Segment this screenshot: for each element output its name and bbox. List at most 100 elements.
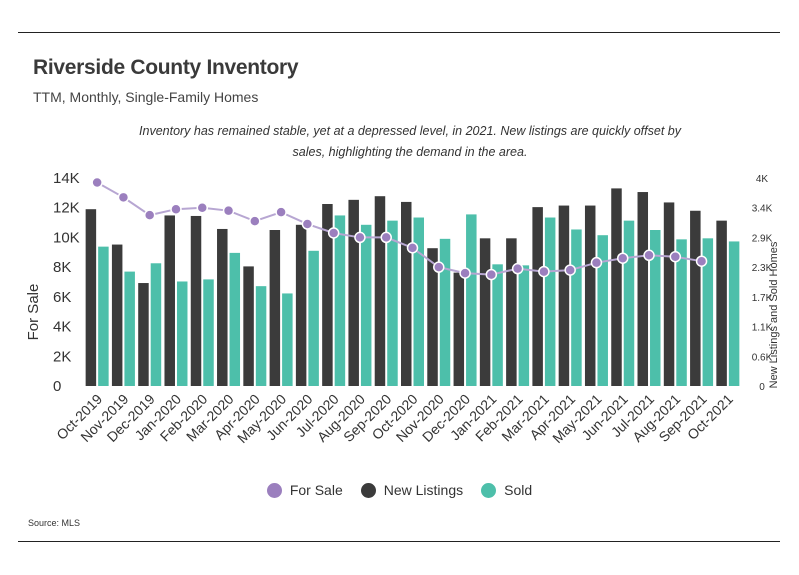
y-tick-label: 0 — [53, 378, 61, 395]
y2-tick-label: 2.3K — [752, 263, 773, 274]
point-for-sale — [222, 204, 235, 217]
bar-new-listings — [584, 205, 596, 386]
point-for-sale — [249, 215, 261, 227]
source-note: Source: MLS — [28, 518, 81, 528]
bar-new-listings — [506, 238, 517, 386]
y-tick-label: 2K — [53, 348, 71, 365]
legend-label-new-listings: New Listings — [383, 482, 464, 498]
point-for-sale — [485, 268, 498, 281]
y2-tick-label: 0 — [759, 382, 765, 393]
point-for-sale — [380, 231, 392, 244]
y-axis-title: For Sale — [25, 284, 42, 341]
point-for-sale — [669, 250, 682, 263]
legend-swatch-sold — [481, 482, 497, 498]
point-for-sale — [91, 176, 103, 189]
bar-new-listings — [217, 228, 228, 386]
legend-label-for-sale: For Sale — [289, 482, 343, 498]
bar-sold — [203, 279, 214, 386]
y-tick-label: 12K — [53, 200, 80, 217]
bar-new-listings — [322, 204, 333, 386]
bar-sold — [334, 215, 346, 386]
bar-sold — [360, 224, 372, 386]
bar-new-listings — [243, 266, 254, 386]
bar-new-listings — [348, 199, 359, 386]
bar-new-listings — [138, 283, 149, 386]
bar-sold — [544, 217, 556, 386]
bar-sold — [623, 220, 635, 386]
point-for-sale — [117, 191, 130, 204]
bar-new-listings — [85, 209, 97, 386]
chart-subtitle: TTM, Monthly, Single-Family Homes — [33, 89, 259, 105]
point-for-sale — [301, 218, 314, 230]
point-for-sale — [511, 262, 524, 275]
bar-sold — [308, 250, 319, 386]
bar-new-listings — [479, 238, 491, 386]
point-for-sale — [327, 227, 340, 239]
bar-new-listings — [401, 201, 412, 386]
bar-sold — [387, 220, 398, 386]
bar-sold — [150, 263, 162, 386]
point-for-sale — [590, 256, 603, 269]
point-for-sale — [143, 209, 156, 221]
y2-tick-label: 2.9K — [752, 233, 773, 244]
legend-item-sold: Sold — [481, 482, 532, 498]
bar-new-listings — [295, 224, 307, 386]
y2-tick-label: 4K — [756, 174, 769, 185]
y-tick-label: 8K — [53, 259, 71, 276]
bar-new-listings — [611, 188, 622, 386]
point-for-sale — [564, 264, 576, 276]
bar-new-listings — [269, 230, 281, 386]
legend: For Sale New Listings Sold — [0, 482, 799, 498]
point-for-sale — [196, 201, 209, 214]
y-tick-label: 14K — [53, 170, 80, 187]
bar-new-listings — [164, 215, 175, 386]
bar-new-listings — [716, 220, 727, 386]
bar-sold — [466, 214, 477, 386]
point-for-sale — [538, 265, 550, 278]
bar-sold — [413, 217, 424, 386]
y-tick-label: 6K — [53, 289, 71, 306]
point-for-sale — [616, 252, 629, 264]
point-for-sale — [354, 231, 366, 244]
y2-axis-title: New Listings and Sold Homes — [768, 241, 780, 388]
bar-sold — [597, 235, 608, 386]
bar-sold — [702, 238, 714, 386]
y-tick-label: 4K — [53, 319, 71, 336]
point-for-sale — [275, 206, 287, 218]
bottom-rule — [18, 541, 780, 542]
legend-swatch-for-sale — [266, 482, 282, 498]
bar-new-listings — [427, 248, 438, 386]
bar-new-listings — [374, 196, 386, 386]
point-for-sale — [695, 255, 708, 267]
point-for-sale — [433, 261, 445, 273]
bar-sold — [650, 230, 661, 386]
y-tick-label: 10K — [53, 229, 80, 246]
bar-new-listings — [663, 202, 675, 386]
point-for-sale — [406, 242, 419, 254]
bar-new-listings — [532, 207, 543, 386]
bar-sold — [492, 264, 503, 386]
bar-new-listings — [190, 215, 202, 386]
bar-sold — [255, 286, 267, 386]
bar-sold — [98, 246, 109, 386]
point-for-sale — [459, 267, 471, 279]
top-rule — [18, 32, 780, 33]
bar-sold — [282, 293, 293, 386]
point-for-sale — [170, 203, 182, 215]
point-for-sale — [643, 249, 655, 262]
y2-tick-label: 1.1K — [752, 323, 773, 334]
bar-sold — [439, 238, 451, 386]
bar-new-listings — [558, 205, 570, 386]
bar-sold — [571, 229, 582, 386]
bar-new-listings — [637, 192, 649, 386]
bar-sold — [176, 281, 188, 386]
bar-sold — [518, 265, 530, 386]
chart-annotation: Inventory has remained stable, yet at a … — [139, 124, 681, 159]
line-for-sale — [96, 181, 702, 276]
bar-new-listings — [690, 210, 701, 386]
legend-swatch-new-listings — [360, 482, 376, 498]
bar-sold — [229, 252, 241, 386]
y2-tick-label: 1.7K — [752, 293, 773, 304]
y2-tick-label: 3.4K — [752, 204, 773, 215]
